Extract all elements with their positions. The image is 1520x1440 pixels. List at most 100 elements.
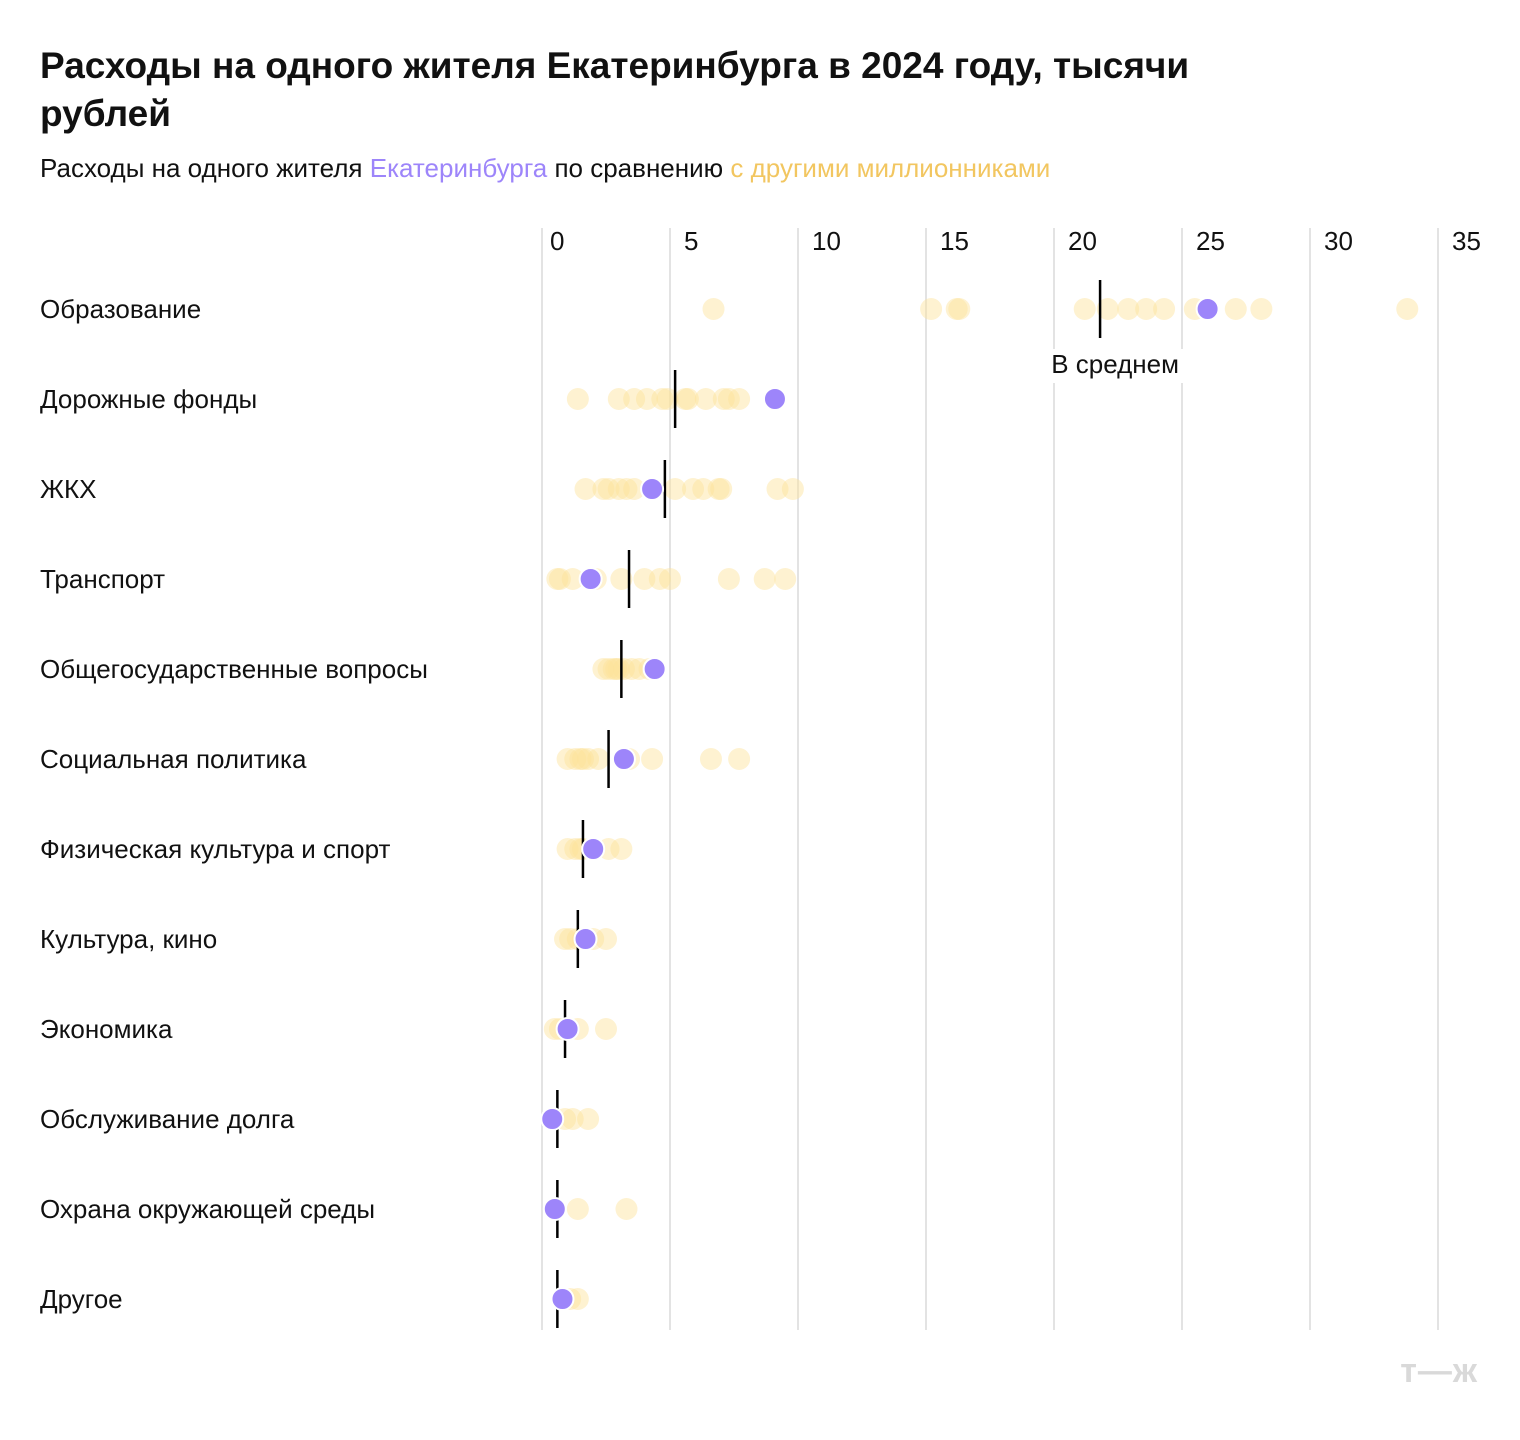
x-tick-label: 35 [1452,226,1481,256]
other-city-dot [620,658,643,680]
other-city-dot [561,1108,584,1130]
other-city-dot [569,748,592,770]
other-city-dot [717,568,740,590]
category-label: ЖКХ [40,474,97,504]
other-city-dot [1073,298,1096,320]
other-city-dot [566,1198,589,1220]
other-city-dot [699,748,722,770]
ekb-dot [581,837,606,861]
other-city-dot [597,478,620,500]
x-tick-label: 5 [684,226,698,256]
other-city-dot [623,478,646,500]
category-label: Социальная политика [40,744,307,774]
category-label: Транспорт [40,564,165,594]
other-city-dot [676,388,699,410]
mean-label: В среднем [1051,349,1179,379]
other-city-dot [945,298,968,320]
x-tick-label: 25 [1196,226,1225,256]
other-city-dot [546,568,569,590]
other-city-dot [635,388,658,410]
other-city-dot [592,478,615,500]
other-city-dot [712,388,735,410]
other-city-dot [610,568,633,590]
other-city-dot [615,478,638,500]
other-city-dot [702,298,725,320]
other-city-dot [564,748,587,770]
category-label: Охрана окружающей среды [40,1194,375,1224]
chart-subtitle: Расходы на одного жителя Екатеринбурга п… [40,153,1050,184]
ekb-dot [1195,297,1220,321]
other-city-dot [577,748,600,770]
other-city-dot [692,478,715,500]
other-city-dot [587,748,610,770]
other-city-dot [1135,298,1158,320]
ekb-dot [573,927,598,951]
x-tick-label: 0 [550,226,564,256]
other-city-dot [607,388,630,410]
other-city-dot [612,658,635,680]
other-city-dot [659,568,681,590]
other-city-dot [595,928,617,950]
ekb-dot [542,1197,567,1221]
ekb-dot [640,477,665,501]
other-city-dot [1396,298,1419,320]
ekb-dot [611,747,636,771]
other-city-dot [766,478,789,500]
other-city-dot [674,388,697,410]
category-label: Образование [40,294,201,324]
other-city-dot [607,478,630,500]
other-city-dot [717,388,740,410]
other-city-dot [774,568,797,590]
category-label: Обслуживание долга [40,1104,295,1134]
other-city-dot [610,838,633,860]
other-city-dot [602,658,625,680]
other-city-dot [561,568,584,590]
other-city-dot [651,388,674,410]
x-tick-label: 15 [940,226,969,256]
ekb-dot [555,1017,580,1041]
other-city-dot [554,928,577,950]
category-label: Дорожные фонды [40,384,257,414]
other-city-dot [597,658,620,680]
category-label: Другое [40,1284,123,1314]
other-city-dot [1224,298,1247,320]
other-city-dot [633,568,656,590]
other-city-dot [564,838,587,860]
other-city-dot [753,568,776,590]
ekb-dot [578,567,603,591]
other-city-dot [641,748,664,770]
other-city-dot [592,658,615,680]
other-city-dot [556,748,579,770]
other-city-dot [607,658,630,680]
other-city-dot [781,478,804,500]
other-city-dot [728,388,751,410]
x-tick-label: 20 [1068,226,1097,256]
x-tick-label: 10 [812,226,841,256]
other-city-dot [707,478,730,500]
other-city-dot [1117,298,1140,320]
other-city-dot [1250,298,1273,320]
category-label: Культура, кино [40,924,217,954]
category-label: Общегосударственные вопросы [40,654,428,684]
legend-ekb: Екатеринбурга [369,153,548,183]
legend-others: с другими миллионниками [730,153,1051,183]
other-city-dot [728,748,751,770]
other-city-dot [577,1108,600,1130]
ekb-dot [762,387,787,411]
other-city-dot [566,388,589,410]
x-tick-label: 30 [1324,226,1353,256]
subtitle-middle: по сравнению [547,153,731,183]
category-label: Экономика [40,1014,173,1044]
mean-label-bg [1036,349,1197,383]
logo: т—ж [1400,1352,1478,1390]
other-city-dot [548,568,571,590]
ekb-dot [642,657,667,681]
other-city-dot [595,1018,617,1040]
category-label: Физическая культура и спорт [40,834,390,864]
other-city-dot [710,478,733,500]
chart-title: Расходы на одного жителя Екатеринбурга в… [40,45,1190,134]
ekb-dot [550,1287,575,1311]
other-city-dot [664,478,687,500]
